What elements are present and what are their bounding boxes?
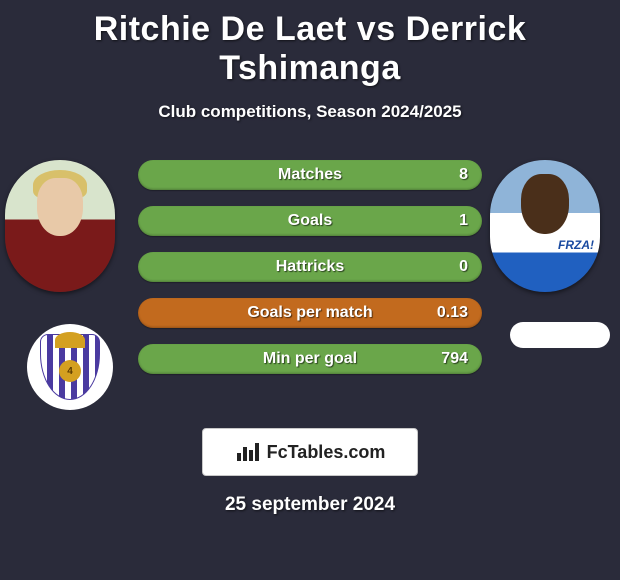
- stat-label: Goals: [138, 212, 482, 230]
- stat-value: 794: [441, 350, 468, 368]
- stat-value: 1: [459, 212, 468, 230]
- stat-label: Goals per match: [138, 304, 482, 322]
- stat-bar: Goals per match0.13: [138, 298, 482, 328]
- bar-chart-icon: [235, 441, 261, 463]
- player-left-avatar: [5, 160, 115, 292]
- stat-value: 0.13: [437, 304, 468, 322]
- stat-bars: Matches8Goals1Hattricks0Goals per match0…: [138, 160, 482, 390]
- page-title: Ritchie De Laet vs Derrick Tshimanga: [0, 0, 620, 88]
- player-left-head: [37, 178, 83, 236]
- stat-label: Hattricks: [138, 258, 482, 276]
- stat-value: 0: [459, 258, 468, 276]
- comparison-content: 4 FRZA! Matches8 Goals1 Hattricks0 Goals pe…: [0, 150, 620, 410]
- stat-label: Min per goal: [138, 350, 482, 368]
- club-crown-icon: [55, 332, 85, 348]
- player-right-head: [521, 174, 569, 234]
- stat-label: Matches: [138, 166, 482, 184]
- player-right-sponsor: FRZA!: [558, 238, 594, 252]
- site-name: FcTables.com: [267, 442, 386, 463]
- subtitle: Club competitions, Season 2024/2025: [0, 102, 620, 122]
- player-right-club-badge: [510, 322, 610, 348]
- stat-bar: Hattricks0: [138, 252, 482, 282]
- site-badge: FcTables.com: [202, 428, 418, 476]
- player-right-avatar: FRZA!: [490, 160, 600, 292]
- stat-bar: Goals1: [138, 206, 482, 236]
- stat-value: 8: [459, 166, 468, 184]
- stat-bar: Matches8: [138, 160, 482, 190]
- date-label: 25 september 2024: [0, 494, 620, 516]
- club-center-number: 4: [59, 360, 81, 382]
- player-left-club-badge: 4: [27, 324, 113, 410]
- stat-bar: Min per goal794: [138, 344, 482, 374]
